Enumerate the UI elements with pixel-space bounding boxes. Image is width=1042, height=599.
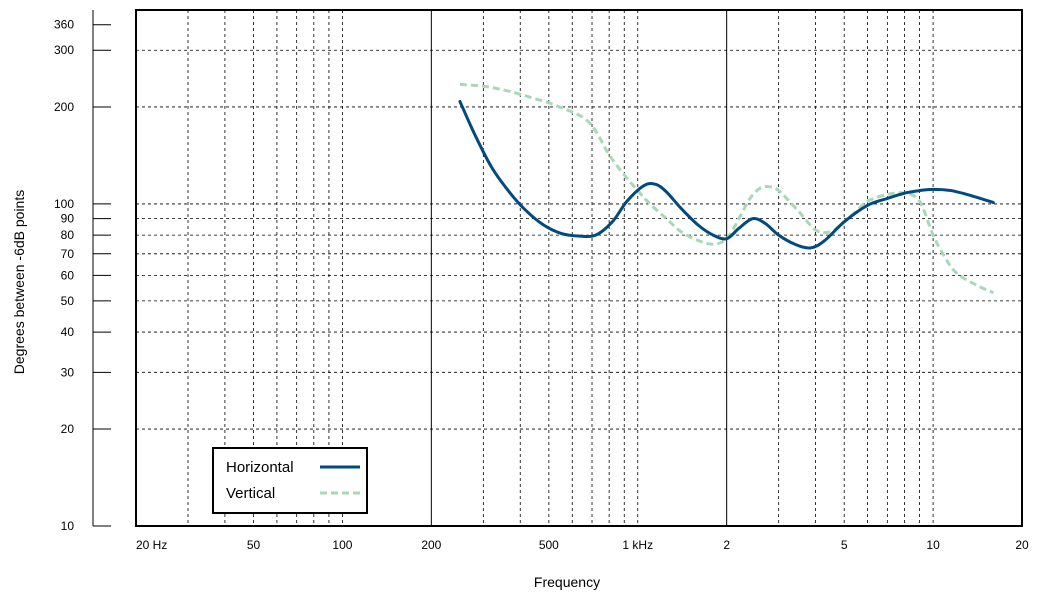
y-tick-label: 100 [54, 197, 74, 211]
y-tick-label: 80 [61, 228, 75, 242]
legend-label-horizontal: Horizontal [226, 459, 294, 476]
y-tick-label: 360 [54, 18, 74, 32]
y-tick-label: 90 [61, 212, 75, 226]
x-axis-tick-labels: 20 Hz 50 100 200 500 1 kHz 2 5 10 20 [136, 538, 1029, 552]
x-tick-label: 1 kHz [622, 538, 653, 552]
grid-layer [136, 10, 1022, 526]
x-tick-label: 100 [332, 538, 352, 552]
x-tick-label: 50 [247, 538, 261, 552]
x-tick-label: 2 [723, 538, 730, 552]
y-tick-label: 300 [54, 43, 74, 57]
x-tick-label: 5 [841, 538, 848, 552]
x-tick-label: 500 [539, 538, 559, 552]
y-axis [92, 10, 111, 527]
y-tick-label: 30 [61, 365, 75, 379]
y-axis-label: Degrees between -6dB points [11, 190, 27, 374]
y-tick-label: 50 [61, 294, 75, 308]
legend-label-vertical: Vertical [226, 485, 275, 502]
x-tick-label: 10 [926, 538, 940, 552]
series-layer [458, 82, 995, 295]
y-tick-label: 40 [61, 325, 75, 339]
y-tick-label: 200 [54, 100, 74, 114]
series-line-vertical [459, 82, 994, 295]
series-line-horizontal [458, 99, 995, 250]
y-tick-label: 70 [61, 247, 75, 261]
legend: Horizontal Vertical [212, 447, 368, 514]
y-tick-label: 20 [61, 422, 75, 436]
x-axis-label: Frequency [534, 574, 600, 590]
x-tick-label: 200 [421, 538, 441, 552]
plot-frame [135, 9, 1023, 527]
x-tick-label: 20 Hz [136, 538, 167, 552]
legend-box [212, 447, 368, 514]
y-tick-label: 60 [61, 268, 75, 282]
y-tick-label: 10 [61, 519, 75, 533]
x-tick-label: 20 [1015, 538, 1029, 552]
